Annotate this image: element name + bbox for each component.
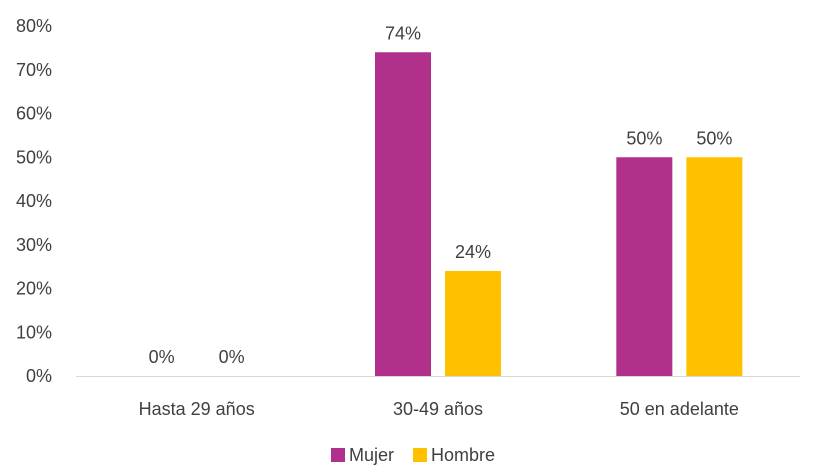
y-tick-label: 70% [16,60,52,80]
legend-swatch-hombre [413,448,427,462]
data-label: 50% [696,128,732,148]
data-label: 0% [149,347,175,367]
bar-hombre-2 [686,157,743,376]
legend-swatch-mujer [331,448,345,462]
y-tick-label: 10% [16,322,52,342]
x-category-label: 50 en adelante [620,399,739,419]
legend-label: Hombre [431,445,495,465]
bar-hombre-1 [445,271,501,376]
x-category-label: Hasta 29 años [139,399,255,419]
bar-mujer-1 [375,52,431,376]
y-tick-label: 30% [16,235,52,255]
data-label: 50% [626,128,662,148]
category-labels: Hasta 29 años 30-49 años 50 en adelante [139,399,739,419]
y-tick-label: 50% [16,147,52,167]
y-tick-label: 80% [16,16,52,36]
data-label: 74% [385,23,421,43]
x-category-label: 30-49 años [393,399,483,419]
y-tick-label: 60% [16,104,52,124]
legend-label: Mujer [349,445,394,465]
data-label: 0% [219,347,245,367]
bar-mujer-2 [616,157,673,376]
y-tick-label: 0% [26,366,52,386]
y-tick-label: 40% [16,191,52,211]
y-tick-label: 20% [16,279,52,299]
data-label: 24% [455,242,491,262]
y-axis-ticks: 0% 10% 20% 30% 40% 50% 60% 70% 80% [16,16,52,386]
bars [375,52,743,376]
legend: Mujer Hombre [331,445,495,465]
data-labels: 0% 0% 74% 24% 50% 50% [149,23,733,367]
